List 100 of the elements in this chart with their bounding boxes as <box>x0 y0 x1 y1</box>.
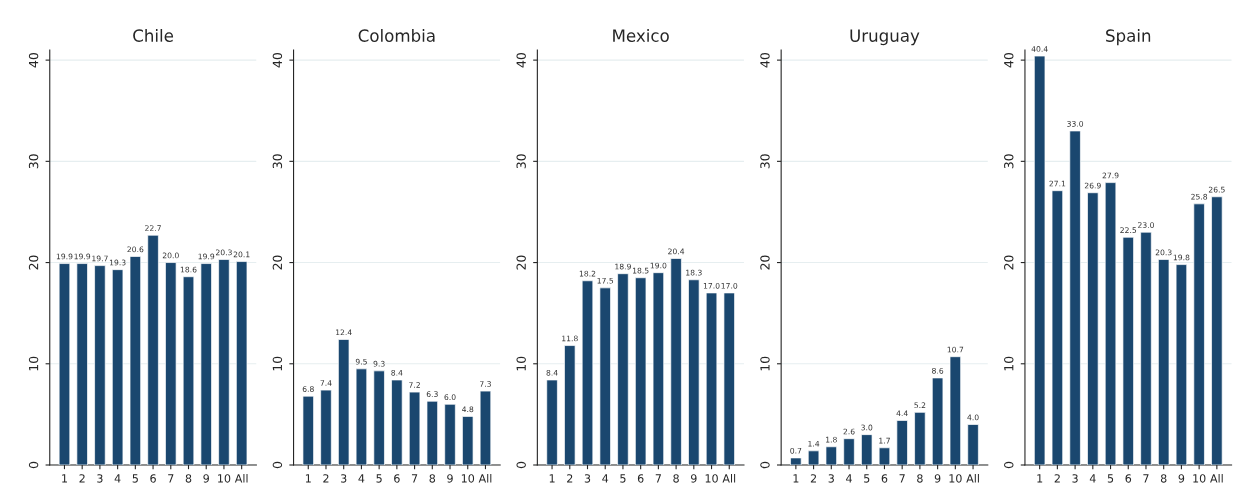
x-tick-label: 9 <box>447 474 453 483</box>
y-tick-label: 0 <box>516 461 526 469</box>
x-tick-label: 8 <box>429 474 436 483</box>
x-tick-label: 9 <box>934 474 941 483</box>
bar <box>373 370 385 465</box>
x-tick-label: 3 <box>1072 474 1078 483</box>
x-tick-label: 10 <box>461 474 475 483</box>
bar <box>1087 192 1099 465</box>
x-tick-label: All <box>1210 474 1223 483</box>
bar <box>949 356 961 465</box>
y-tick-label: 10 <box>760 356 770 371</box>
bar <box>688 279 700 465</box>
y-tick-label: 20 <box>1004 255 1014 270</box>
x-tick-label: 1 <box>62 474 67 483</box>
x-tick-label: 3 <box>584 474 591 483</box>
x-tick-label: 10 <box>1193 474 1206 483</box>
bar <box>1140 231 1152 465</box>
x-tick-label: 4 <box>602 474 609 483</box>
x-tick-label: 2 <box>79 474 85 483</box>
y-tick-label: 40 <box>760 53 770 68</box>
x-tick-label: 2 <box>810 474 816 483</box>
y-tick-label: 20 <box>760 255 770 270</box>
bar <box>1104 182 1117 465</box>
x-tick-label: 7 <box>411 474 418 483</box>
y-tick-label: 30 <box>516 154 526 169</box>
chart-title: Uruguay <box>850 29 920 46</box>
bar <box>843 438 855 465</box>
y-tick-label: 0 <box>28 461 39 469</box>
bar <box>338 339 350 465</box>
y-tick-label: 20 <box>516 255 526 270</box>
x-tick-label: 3 <box>828 474 834 483</box>
y-tick-label: 10 <box>272 356 283 371</box>
x-tick-label: 1 <box>1037 474 1043 483</box>
x-tick-label: 6 <box>150 474 156 483</box>
y-tick-label: 20 <box>272 255 283 270</box>
bar <box>302 395 314 465</box>
bar <box>1069 130 1081 465</box>
bar <box>967 424 979 465</box>
y-tick-label: 40 <box>28 53 39 68</box>
bar <box>581 280 594 465</box>
x-tick-label: 10 <box>705 474 718 483</box>
x-tick-label: 5 <box>376 474 382 483</box>
y-tick-label: 40 <box>1004 53 1014 68</box>
bar <box>1175 264 1188 465</box>
x-tick-label: 6 <box>394 474 400 483</box>
bar <box>546 379 558 465</box>
x-tick-label: 2 <box>567 474 573 483</box>
x-tick-label: 7 <box>655 474 661 483</box>
bar <box>1158 259 1170 465</box>
bar <box>564 345 576 465</box>
x-tick-label: 2 <box>1054 474 1060 483</box>
bar <box>1122 236 1134 465</box>
y-tick-label: 30 <box>272 154 283 169</box>
bar <box>479 390 492 465</box>
x-tick-label: 7 <box>899 474 905 483</box>
bar <box>807 450 820 465</box>
bar <box>670 258 682 465</box>
x-tick-label: 7 <box>168 474 174 483</box>
x-tick-label: 9 <box>1178 474 1185 483</box>
x-tick-label: 10 <box>218 474 231 483</box>
x-tick-label: 9 <box>690 474 697 483</box>
y-tick-label: 0 <box>760 461 770 469</box>
x-tick-label: 4 <box>358 474 365 483</box>
x-tick-label: All <box>234 474 248 483</box>
y-tick-label: 10 <box>1004 356 1014 371</box>
chart-title: Chile <box>133 29 174 42</box>
bar <box>462 416 474 465</box>
bar <box>790 457 802 465</box>
x-tick-label: 2 <box>323 474 329 483</box>
bar <box>896 420 908 465</box>
x-tick-label: 10 <box>949 474 962 483</box>
bar <box>1033 55 1046 465</box>
bar <box>617 273 629 465</box>
chart-title: Mexico <box>613 29 669 42</box>
bar <box>861 434 873 465</box>
bar <box>914 412 926 465</box>
x-tick-label: 1 <box>305 474 311 483</box>
bar <box>408 391 421 465</box>
x-tick-label: 4 <box>114 474 121 483</box>
x-tick-label: All <box>722 474 736 483</box>
bar <box>355 368 368 465</box>
x-tick-label: 1 <box>549 474 555 483</box>
x-tick-label: 9 <box>203 474 209 483</box>
y-tick-label: 30 <box>28 154 39 169</box>
y-tick-label: 10 <box>28 356 39 371</box>
x-tick-label: All <box>966 474 979 483</box>
bar <box>825 446 837 465</box>
y-tick-label: 30 <box>1004 154 1014 169</box>
bar <box>1193 203 1205 465</box>
bar <box>444 403 456 465</box>
y-tick-label: 20 <box>28 255 39 270</box>
bar <box>878 447 891 465</box>
x-tick-label: 6 <box>881 474 888 483</box>
x-tick-label: 5 <box>132 474 138 483</box>
x-tick-label: 3 <box>97 474 103 483</box>
x-tick-label: 5 <box>864 474 870 483</box>
y-tick-label: 30 <box>760 154 770 169</box>
bar <box>1051 190 1064 465</box>
chart-title: Colombia <box>358 29 435 42</box>
x-tick-label: 8 <box>917 474 923 483</box>
